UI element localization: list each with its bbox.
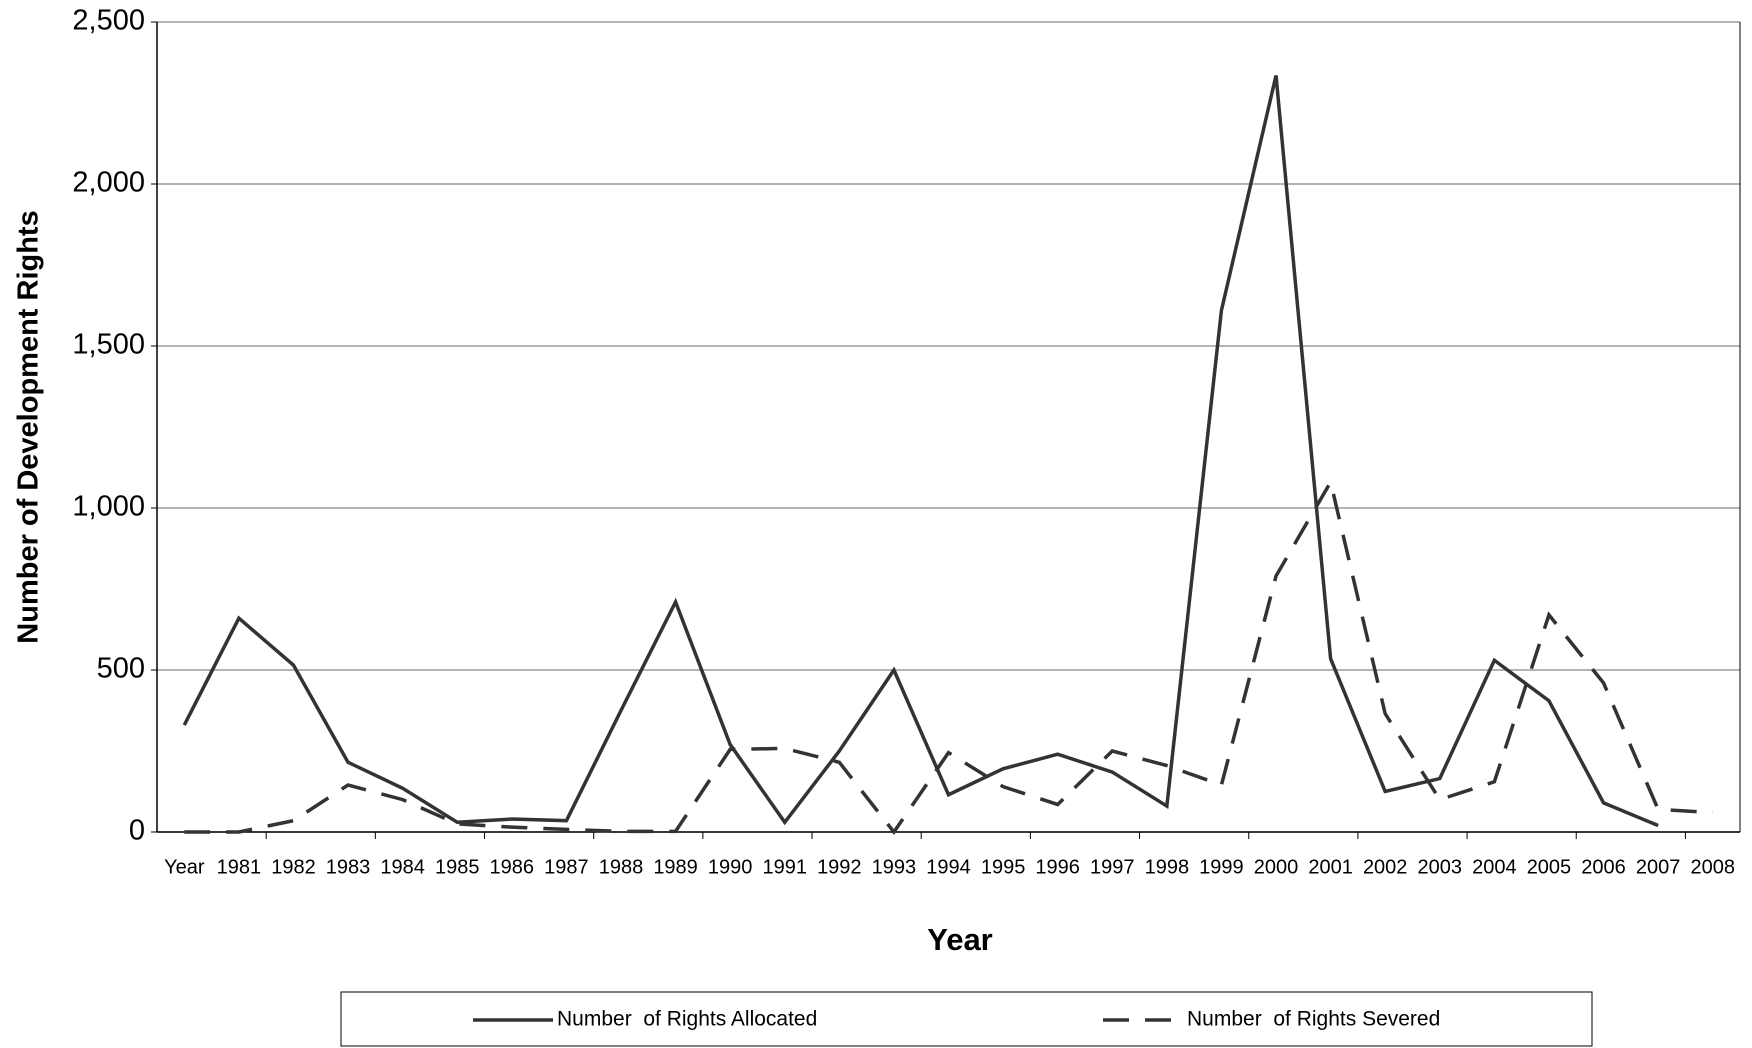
x-tick-label: 1997 (1090, 856, 1135, 878)
legend-box (340, 991, 1593, 1047)
series-line (182, 75, 1659, 828)
x-tick-label: 1987 (544, 856, 589, 878)
x-tick-label: 1995 (981, 856, 1026, 878)
x-axis-title: Year (927, 922, 993, 957)
x-tick-label: Year (164, 856, 205, 878)
y-tick-label: 2,000 (72, 167, 145, 199)
x-tick-label: 1982 (271, 856, 316, 878)
x-tick-label: 1996 (1035, 856, 1080, 878)
x-tick-label: 2001 (1308, 856, 1353, 878)
x-tick-label: 1983 (326, 856, 371, 878)
x-tick-label: 1999 (1199, 856, 1244, 878)
x-tick-label: 1993 (872, 856, 917, 878)
y-tick-label: 1,000 (72, 491, 145, 523)
y-tick-label: 500 (97, 653, 145, 685)
x-tick-label: 2008 (1690, 856, 1735, 878)
y-tick-label: 0 (129, 815, 145, 847)
x-tick-label: 1981 (217, 856, 262, 878)
x-tick-label: 1991 (762, 856, 807, 878)
x-tick-label: 1988 (599, 856, 644, 878)
x-tick-label: 1984 (380, 856, 425, 878)
legend-label: Number of Rights Severed (1187, 1008, 1440, 1031)
y-axis-title: Number of Development Rights (13, 210, 45, 643)
x-tick-label: 1986 (490, 856, 535, 878)
x-tick-label: 2002 (1363, 856, 1408, 878)
x-tick-label: 2000 (1254, 856, 1299, 878)
x-tick-label: 1985 (435, 856, 480, 878)
legend-label: Number of Rights Allocated (557, 1008, 817, 1031)
x-tick-label: 1989 (653, 856, 698, 878)
x-tick-label: 1992 (817, 856, 862, 878)
x-tick-label: 1998 (1145, 856, 1190, 878)
x-tick-label: 2004 (1472, 856, 1517, 878)
y-tick-label: 2,500 (72, 5, 145, 37)
y-tick-label: 1,500 (72, 329, 145, 361)
x-tick-label: 2006 (1581, 856, 1626, 878)
x-tick-label: 2003 (1418, 856, 1463, 878)
x-tick-label: 2005 (1527, 856, 1572, 878)
x-tick-label: 2007 (1636, 856, 1681, 878)
x-tick-label: 1990 (708, 856, 753, 878)
series-line (184, 477, 1713, 835)
x-tick-label: 1994 (926, 856, 971, 878)
